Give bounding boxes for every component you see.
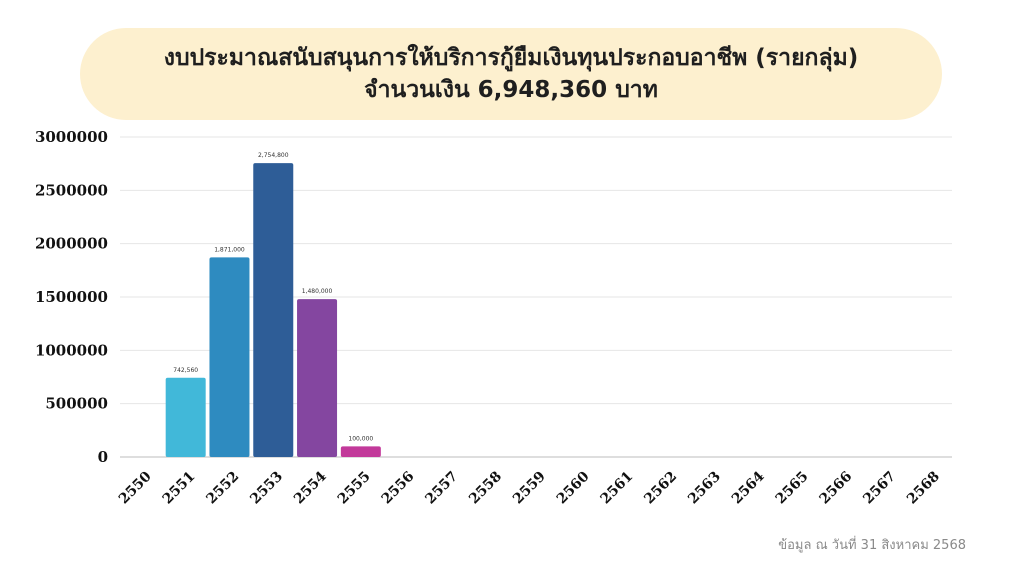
y-tick-label: 1000000: [35, 341, 108, 359]
bar: [209, 257, 250, 457]
x-tick-label: 2562: [641, 469, 680, 508]
y-tick-label: 2500000: [35, 181, 108, 199]
x-tick-label: 2550: [116, 468, 155, 507]
data-label: 742,560: [173, 367, 198, 374]
x-tick-label: 2568: [904, 469, 943, 508]
bar: [253, 163, 294, 457]
x-tick-label: 2554: [291, 468, 330, 507]
data-label: 1,871,000: [214, 246, 245, 253]
chart-title: งบประมาณสนับสนุนการให้บริการกู้ยืมเงินทุ…: [163, 45, 859, 71]
data-label: 100,000: [348, 435, 373, 442]
data-date-note: ข้อมูล ณ วันที่ 31 สิงหาคม 2568: [778, 538, 966, 553]
x-tick-label: 2556: [379, 469, 418, 508]
x-tick-label: 2553: [247, 469, 286, 508]
chart-subtitle: จำนวนเงิน 6,948,360 บาท: [364, 77, 658, 103]
y-tick-label: 2000000: [35, 235, 108, 253]
x-tick-label: 2555: [335, 469, 374, 508]
x-tick-label: 2564: [729, 468, 768, 507]
x-tick-label: 2557: [422, 469, 461, 508]
bar: [165, 377, 206, 457]
y-tick-label: 500000: [45, 395, 108, 413]
y-tick-label: 0: [98, 448, 108, 466]
y-tick-label: 1500000: [35, 288, 108, 306]
bar-chart: 0 500000 1000000 1500000 2000000 2500000 30000…: [35, 128, 952, 508]
x-tick-label: 2552: [203, 469, 242, 508]
x-tick-label: 2563: [685, 469, 724, 508]
x-tick-label: 2551: [160, 469, 199, 508]
bar: [297, 299, 338, 457]
x-tick-label: 2567: [860, 469, 899, 508]
x-tick-label: 2559: [510, 469, 549, 508]
data-label: 2,754,800: [258, 152, 289, 159]
x-tick-label: 2561: [598, 469, 637, 508]
data-label: 1,480,000: [302, 288, 333, 295]
bar: [340, 446, 381, 457]
y-tick-label: 3000000: [35, 128, 108, 146]
x-tick-label: 2560: [554, 468, 593, 507]
x-tick-label: 2565: [773, 469, 812, 508]
x-tick-label: 2558: [466, 469, 505, 508]
x-tick-label: 2566: [816, 469, 855, 508]
title-banner: งบประมาณสนับสนุนการให้บริการกู้ยืมเงินทุ…: [80, 28, 942, 120]
